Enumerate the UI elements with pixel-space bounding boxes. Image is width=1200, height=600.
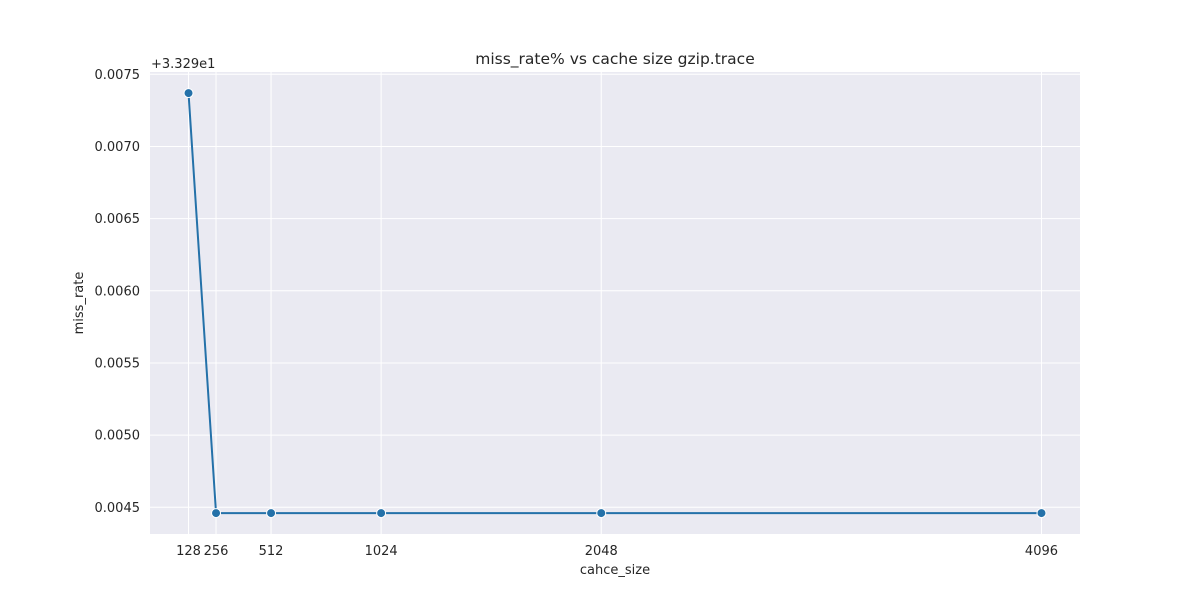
x-tick-label: 128 <box>176 544 201 559</box>
y-tick-label: 0.0050 <box>95 429 141 444</box>
y-tick-label: 0.0070 <box>95 140 141 155</box>
y-axis-label: miss_rate <box>72 272 87 335</box>
y-tick-label: 0.0055 <box>95 356 141 371</box>
data-point <box>183 88 194 99</box>
x-tick-label: 2048 <box>585 544 618 559</box>
data-point <box>211 508 222 519</box>
chart-title: miss_rate% vs cache size gzip.trace <box>475 50 754 69</box>
data-point <box>596 508 607 519</box>
x-axis-ticks: 128 256 512 1024 2048 4096 <box>176 544 1058 559</box>
plot-area <box>150 72 1080 534</box>
data-point <box>266 508 277 519</box>
data-point <box>1036 508 1047 519</box>
x-tick-label: 4096 <box>1025 544 1058 559</box>
y-tick-label: 0.0075 <box>95 68 141 83</box>
x-tick-label: 256 <box>204 544 229 559</box>
data-point <box>376 508 387 519</box>
x-tick-label: 1024 <box>365 544 398 559</box>
y-tick-label: 0.0065 <box>95 212 141 227</box>
y-axis-offset-label: +3.329e1 <box>151 57 215 72</box>
y-tick-label: 0.0060 <box>95 284 141 299</box>
y-axis-ticks: 0.0045 0.0050 0.0055 0.0060 0.0065 0.0070 0.00… <box>95 68 141 516</box>
grid <box>150 72 1080 534</box>
series-line <box>187 93 1042 515</box>
x-tick-label: 512 <box>259 544 284 559</box>
y-tick-label: 0.0045 <box>95 501 141 516</box>
x-axis-label: cahce_size <box>580 563 650 578</box>
series-layer <box>183 88 1047 519</box>
